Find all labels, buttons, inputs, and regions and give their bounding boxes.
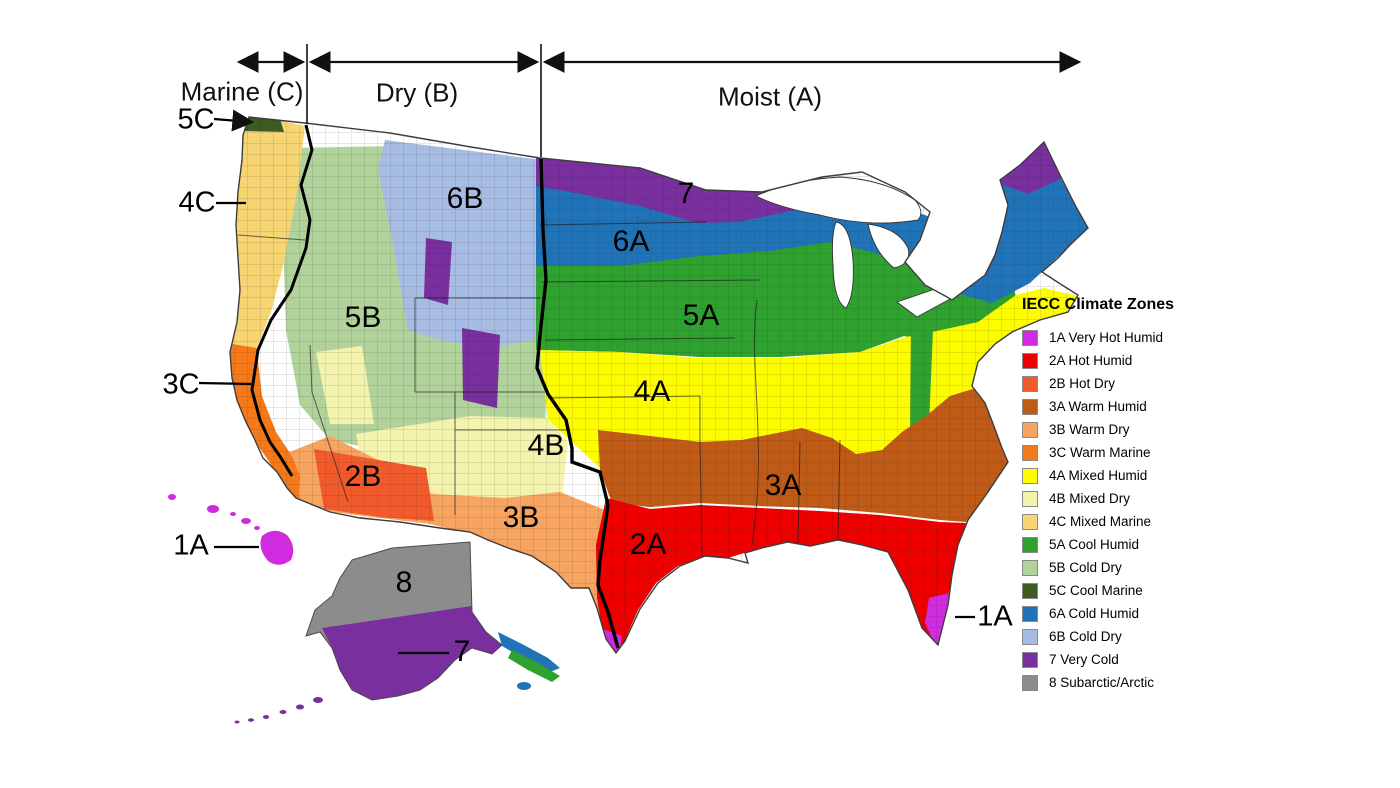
marine-regime-label: Marine (C) bbox=[180, 76, 304, 107]
legend-swatch-4b bbox=[1022, 490, 1038, 507]
great-lakes bbox=[754, 176, 977, 318]
legend-label: 8 Subarctic/Arctic bbox=[1049, 675, 1155, 690]
legend-swatch-6a bbox=[1022, 605, 1038, 622]
state-borders bbox=[237, 221, 841, 557]
zone-6A-ak-panhandle bbox=[498, 632, 560, 672]
legend-row-1a: 1A Very Hot Humid bbox=[1022, 326, 1222, 349]
zone-6A-ak-island bbox=[517, 682, 531, 690]
lake-superior bbox=[754, 176, 922, 224]
legend-swatch-2b bbox=[1022, 375, 1038, 392]
legend-row-4a: 4A Mixed Humid bbox=[1022, 464, 1222, 487]
legend: IECC Climate Zones 1A Very Hot Humid 2A H… bbox=[1022, 296, 1222, 694]
legend-label: 5C Cool Marine bbox=[1049, 583, 1143, 598]
legend-swatch-8 bbox=[1022, 674, 1038, 691]
map-zone-label-4b-6: 4B bbox=[527, 429, 565, 462]
legend-swatch-6b bbox=[1022, 628, 1038, 645]
legend-label: 5B Cold Dry bbox=[1049, 560, 1122, 575]
callout-label-4c-1: 4C bbox=[178, 186, 216, 219]
legend-swatch-4c bbox=[1022, 513, 1038, 530]
legend-row-6a: 6A Cold Humid bbox=[1022, 602, 1222, 625]
callout-label-5c-0: 5C bbox=[177, 103, 215, 136]
legend-label: 6A Cold Humid bbox=[1049, 606, 1140, 621]
conus-outline bbox=[229, 116, 1089, 655]
map-zone-label-8-11: 8 bbox=[395, 566, 413, 599]
dry-regime-label: Dry (B) bbox=[375, 77, 459, 108]
legend-label: 7 Very Cold bbox=[1049, 652, 1119, 667]
legend-label: 4B Mixed Dry bbox=[1049, 491, 1131, 506]
legend-row-8: 8 Subarctic/Arctic bbox=[1022, 671, 1222, 694]
lake-michigan bbox=[831, 221, 854, 309]
callout-label-1a-3: 1A bbox=[173, 529, 209, 562]
legend-swatch-2a bbox=[1022, 352, 1038, 369]
alaska-outline bbox=[305, 541, 503, 701]
legend-swatch-3c bbox=[1022, 444, 1038, 461]
legend-swatch-5c bbox=[1022, 582, 1038, 599]
legend-label: 6B Cold Dry bbox=[1049, 629, 1122, 644]
map-zone-label-2b-7: 2B bbox=[344, 460, 382, 493]
legend-label: 1A Very Hot Humid bbox=[1049, 330, 1164, 345]
legend-swatch-1a bbox=[1022, 329, 1038, 346]
legend-items: 1A Very Hot Humid 2A Hot Humid 2B Hot Dry 3… bbox=[1022, 326, 1222, 694]
lake-ontario bbox=[933, 266, 977, 289]
map-zone-label-4a-5: 4A bbox=[633, 375, 671, 408]
map-zone-label-5a-3: 5A bbox=[682, 299, 720, 332]
aleutian-islands bbox=[234, 697, 323, 724]
legend-label: 4C Mixed Marine bbox=[1049, 514, 1152, 529]
map-zone-label-7-12: 7 bbox=[453, 635, 471, 668]
legend-label: 3A Warm Humid bbox=[1049, 399, 1147, 414]
legend-swatch-7 bbox=[1022, 651, 1038, 668]
moisture-regime-arrows bbox=[236, 44, 1082, 157]
legend-row-2b: 2B Hot Dry bbox=[1022, 372, 1222, 395]
map-zone-label-3a-9: 3A bbox=[764, 469, 802, 502]
map-zone-label-6b-0: 6B bbox=[446, 182, 484, 215]
legend-row-6b: 6B Cold Dry bbox=[1022, 625, 1222, 648]
map-zone-label-3b-8: 3B bbox=[502, 501, 540, 534]
dry-moist-boundary-line bbox=[535, 157, 620, 649]
legend-row-5a: 5A Cool Humid bbox=[1022, 533, 1222, 556]
legend-row-4b: 4B Mixed Dry bbox=[1022, 487, 1222, 510]
legend-label: 4A Mixed Humid bbox=[1049, 468, 1148, 483]
legend-row-5b: 5B Cold Dry bbox=[1022, 556, 1222, 579]
legend-label: 3B Warm Dry bbox=[1049, 422, 1130, 437]
callout-lines bbox=[198, 109, 975, 655]
legend-row-7: 7 Very Cold bbox=[1022, 648, 1222, 671]
legend-row-2a: 2A Hot Humid bbox=[1022, 349, 1222, 372]
legend-swatch-5b bbox=[1022, 559, 1038, 576]
legend-label: 3C Warm Marine bbox=[1049, 445, 1151, 460]
legend-row-3c: 3C Warm Marine bbox=[1022, 441, 1222, 464]
legend-title: IECC Climate Zones bbox=[1022, 296, 1175, 313]
moist-regime-label: Moist (A) bbox=[718, 81, 822, 112]
legend-label: 2B Hot Dry bbox=[1049, 376, 1116, 391]
legend-row-3b: 3B Warm Dry bbox=[1022, 418, 1222, 441]
callout-line-3c bbox=[198, 381, 252, 386]
callout-label-1a-4: 1A bbox=[977, 600, 1013, 633]
legend-swatch-3b bbox=[1022, 421, 1038, 438]
map-zone-label-2a-10: 2A bbox=[629, 528, 667, 561]
legend-row-5c: 5C Cool Marine bbox=[1022, 579, 1222, 602]
map-zone-label-5b-4: 5B bbox=[344, 301, 382, 334]
legend-swatch-4a bbox=[1022, 467, 1038, 484]
map-zone-label-7-1: 7 bbox=[677, 177, 695, 210]
zone-5A-ak-panhandle bbox=[508, 650, 560, 682]
legend-label: 2A Hot Humid bbox=[1049, 353, 1133, 368]
map-zone-label-6a-2: 6A bbox=[612, 225, 650, 258]
callout-line-5c bbox=[213, 109, 255, 132]
legend-row-4c: 4C Mixed Marine bbox=[1022, 510, 1222, 533]
callout-label-3c-2: 3C bbox=[162, 368, 200, 401]
legend-label: 5A Cool Humid bbox=[1049, 537, 1140, 552]
marine-boundary-line bbox=[250, 124, 314, 477]
legend-swatch-5a bbox=[1022, 536, 1038, 553]
legend-row-3a: 3A Warm Humid bbox=[1022, 395, 1222, 418]
legend-swatch-3a bbox=[1022, 398, 1038, 415]
hawaii-islands bbox=[168, 494, 294, 565]
